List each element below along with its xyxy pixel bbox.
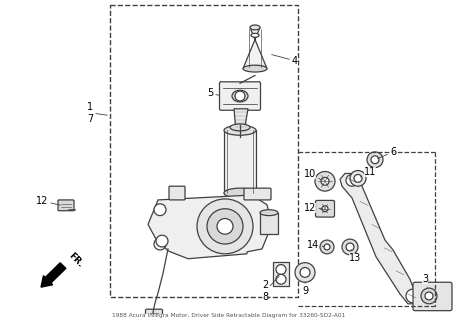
Circle shape	[320, 240, 334, 254]
Text: 13: 13	[349, 250, 361, 263]
Text: 5: 5	[207, 88, 219, 98]
Circle shape	[300, 268, 310, 277]
Ellipse shape	[260, 210, 278, 216]
Text: 14: 14	[307, 240, 324, 250]
Circle shape	[354, 174, 362, 182]
Ellipse shape	[224, 125, 256, 135]
Polygon shape	[148, 195, 272, 259]
Polygon shape	[234, 109, 248, 137]
Text: 3: 3	[422, 274, 428, 287]
Circle shape	[421, 288, 437, 304]
Circle shape	[324, 244, 330, 250]
FancyBboxPatch shape	[219, 82, 261, 110]
FancyBboxPatch shape	[244, 188, 271, 200]
Ellipse shape	[232, 90, 248, 102]
Bar	[260, 213, 278, 234]
Ellipse shape	[243, 65, 267, 72]
Circle shape	[371, 156, 379, 164]
Circle shape	[276, 265, 286, 275]
Bar	[150, 313, 158, 320]
Circle shape	[197, 199, 253, 254]
Circle shape	[217, 219, 233, 234]
Circle shape	[346, 243, 354, 251]
FancyBboxPatch shape	[58, 200, 74, 211]
Circle shape	[367, 152, 383, 168]
FancyArrow shape	[41, 263, 66, 287]
Polygon shape	[340, 173, 420, 304]
Circle shape	[276, 275, 286, 284]
Ellipse shape	[250, 25, 260, 30]
FancyBboxPatch shape	[413, 282, 452, 311]
FancyBboxPatch shape	[146, 309, 163, 320]
Bar	[224, 130, 256, 194]
Circle shape	[295, 263, 315, 282]
Circle shape	[350, 171, 366, 186]
Text: 2
8: 2 8	[262, 276, 279, 302]
Bar	[110, 5, 298, 297]
Circle shape	[406, 289, 420, 303]
Circle shape	[321, 177, 329, 185]
FancyBboxPatch shape	[169, 186, 185, 200]
Bar	[273, 262, 289, 286]
Text: 6: 6	[377, 147, 396, 159]
Text: 10: 10	[304, 170, 322, 180]
Circle shape	[235, 91, 245, 101]
Circle shape	[425, 292, 433, 300]
Circle shape	[154, 204, 166, 216]
Text: FR.: FR.	[67, 252, 85, 269]
Text: 12: 12	[36, 196, 60, 206]
Circle shape	[156, 235, 168, 247]
Polygon shape	[243, 28, 267, 68]
Ellipse shape	[251, 33, 259, 37]
Circle shape	[154, 238, 166, 250]
Text: 4: 4	[272, 55, 298, 66]
Circle shape	[346, 174, 358, 186]
Circle shape	[315, 172, 335, 191]
Text: 9: 9	[302, 282, 308, 296]
Text: 12: 12	[304, 203, 322, 213]
Circle shape	[207, 209, 243, 244]
FancyBboxPatch shape	[316, 200, 334, 217]
Circle shape	[342, 239, 358, 255]
Circle shape	[322, 206, 328, 212]
Text: 11: 11	[360, 166, 376, 177]
Text: 1
7: 1 7	[87, 102, 107, 124]
Ellipse shape	[230, 124, 250, 131]
Ellipse shape	[224, 188, 256, 198]
Text: 1988 Acura Integra Motor, Driver Side Retractable Diagram for 33260-SD2-A01: 1988 Acura Integra Motor, Driver Side Re…	[112, 313, 346, 318]
